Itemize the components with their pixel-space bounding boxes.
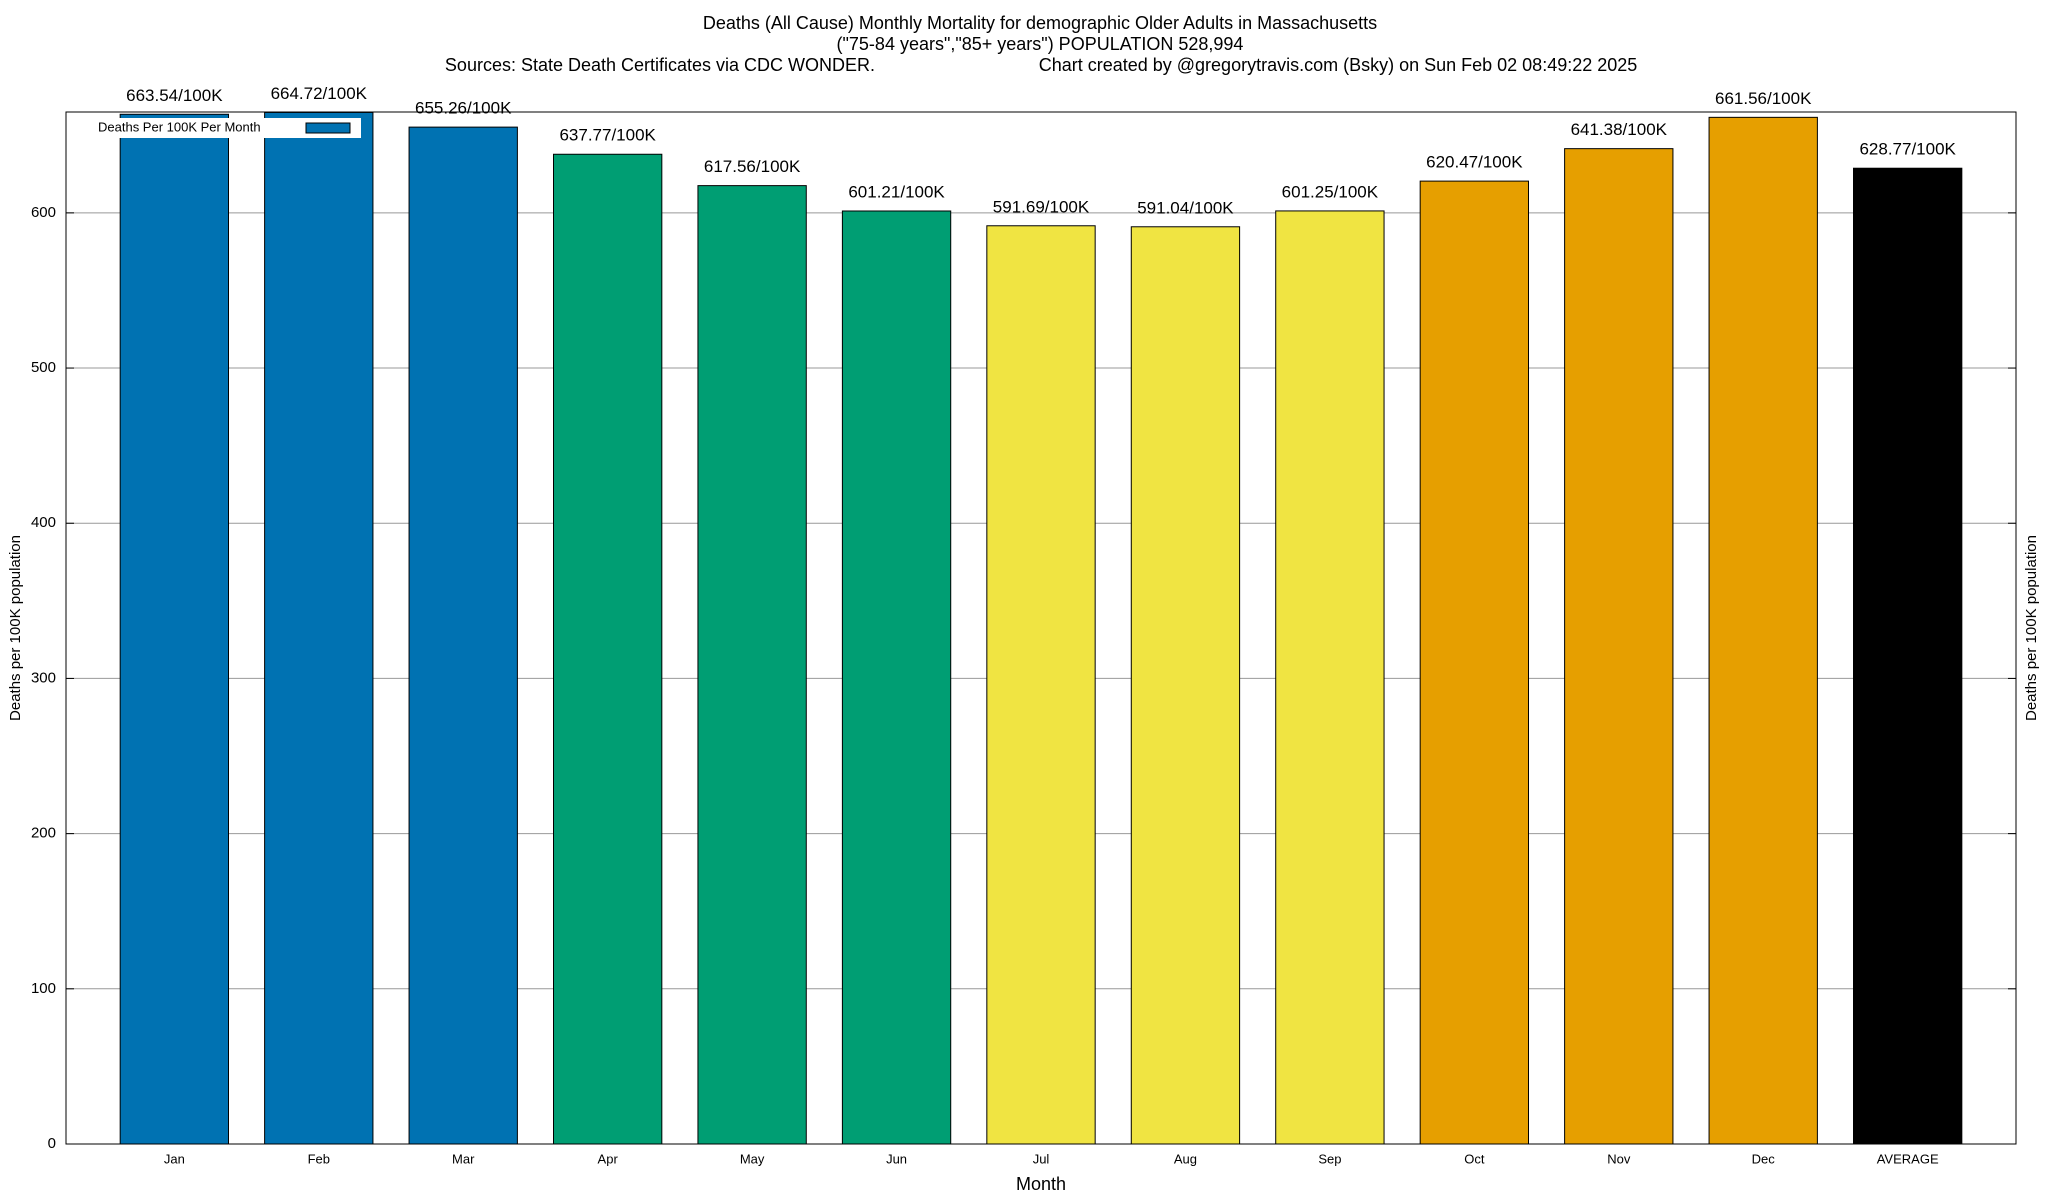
value-label: 661.56/100K — [1715, 89, 1812, 108]
legend-swatch — [305, 122, 351, 134]
x-axis-label: Month — [1016, 1174, 1066, 1194]
y-tick-label: 500 — [31, 359, 56, 376]
x-tick-label: AVERAGE — [1877, 1151, 1939, 1166]
bar — [119, 113, 229, 1145]
bar — [1419, 180, 1529, 1145]
y-tick-label: 400 — [31, 514, 56, 531]
legend-box — [91, 118, 361, 138]
y-tick-label: 600 — [31, 204, 56, 221]
x-tick-label: Jul — [1033, 1151, 1050, 1166]
value-label: 663.54/100K — [126, 86, 223, 105]
value-label: 591.69/100K — [993, 197, 1090, 216]
value-label: 628.77/100K — [1859, 140, 1956, 159]
value-label: 641.38/100K — [1571, 120, 1668, 139]
y-tick-label: 100 — [31, 980, 56, 997]
y-tick-label: 200 — [31, 825, 56, 842]
bar — [1708, 116, 1818, 1145]
bar — [1564, 148, 1674, 1145]
y-axis-label: Deaths per 100K population — [7, 535, 24, 721]
bar — [1130, 226, 1241, 1145]
chart-subtitle: ("75-84 years","85+ years") POPULATION 5… — [837, 34, 1244, 54]
value-label: 637.77/100K — [559, 126, 656, 145]
value-label: 617.56/100K — [704, 157, 801, 176]
x-tick-label: Aug — [1174, 1151, 1197, 1166]
plot-frame — [65, 111, 2017, 1145]
chart-title: Deaths (All Cause) Monthly Mortality for… — [703, 13, 1377, 33]
value-label: 601.25/100K — [1282, 182, 1379, 201]
value-label: 591.04/100K — [1137, 198, 1234, 217]
bar — [408, 126, 518, 1145]
x-tick-label: Sep — [1318, 1151, 1341, 1166]
legend-label: Deaths Per 100K Per Month — [98, 119, 261, 134]
x-tick-label: Jun — [886, 1151, 907, 1166]
x-tick-label: Feb — [308, 1151, 330, 1166]
value-label: 655.26/100K — [415, 99, 512, 118]
value-label: 664.72/100K — [271, 84, 368, 103]
y-tick-label: 300 — [31, 669, 56, 686]
credit: Chart created by @gregorytravis.com (Bsk… — [1039, 55, 1638, 75]
sources: Sources: State Death Certificates via CD… — [445, 55, 875, 75]
x-tick-label: Nov — [1607, 1151, 1631, 1166]
bar — [553, 153, 663, 1145]
value-label: 601.21/100K — [848, 182, 945, 201]
bar — [1275, 210, 1385, 1145]
bar — [986, 225, 1096, 1145]
bar — [264, 111, 374, 1145]
value-label: 620.47/100K — [1426, 153, 1523, 172]
x-tick-label: Oct — [1464, 1151, 1485, 1166]
y-tick-label: 0 — [48, 1135, 56, 1152]
bar — [1853, 167, 1963, 1145]
bar — [841, 210, 952, 1145]
x-tick-label: Dec — [1752, 1151, 1776, 1166]
x-tick-label: Mar — [452, 1151, 475, 1166]
bar — [697, 185, 807, 1145]
x-tick-label: May — [740, 1151, 765, 1166]
x-tick-label: Jan — [164, 1151, 185, 1166]
x-tick-label: Apr — [598, 1151, 619, 1166]
y2-axis-label: Deaths per 100K population — [2023, 535, 2040, 721]
